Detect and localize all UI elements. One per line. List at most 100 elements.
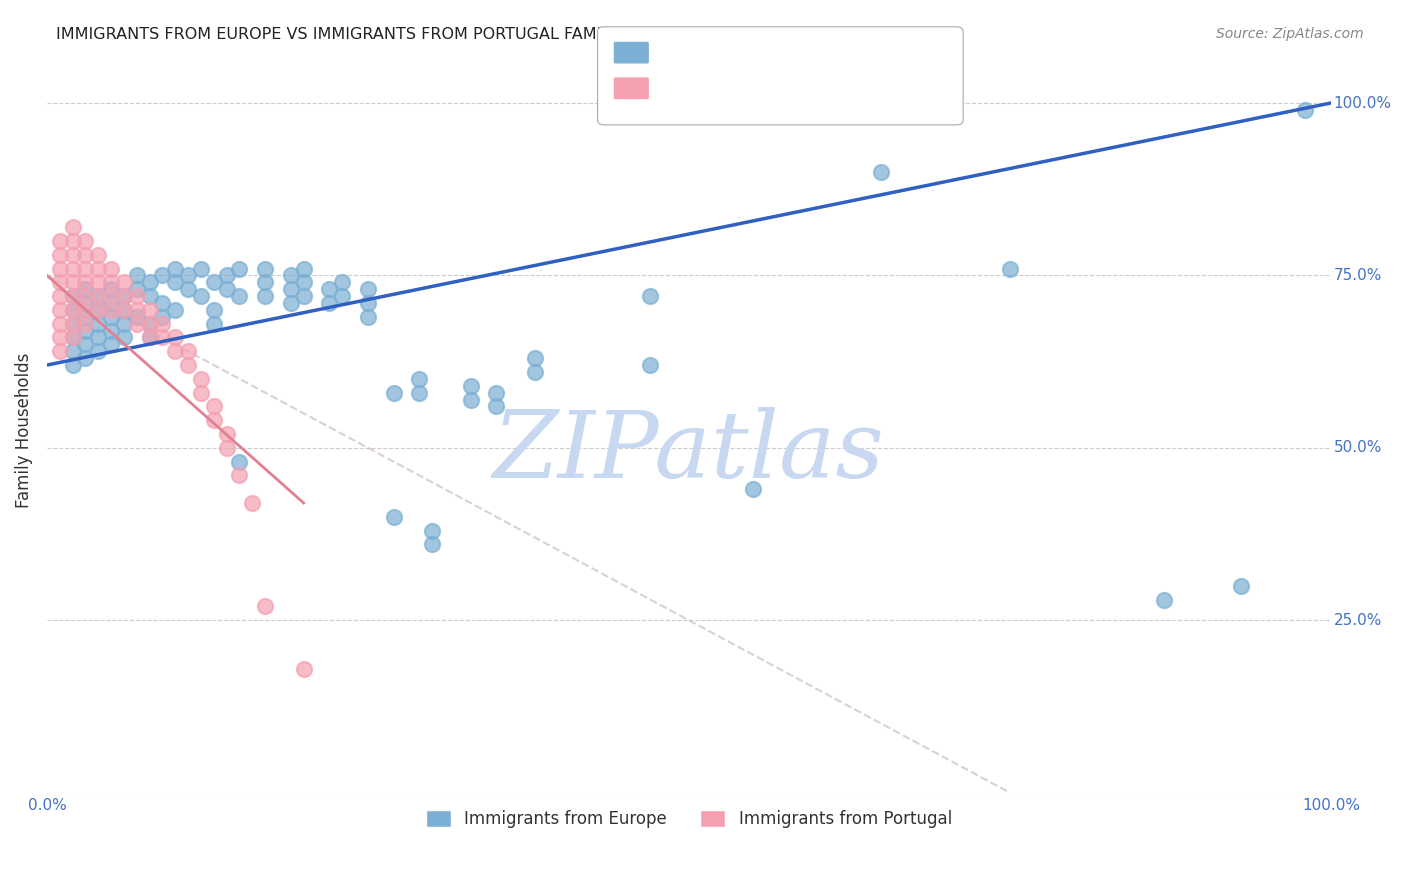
Point xyxy=(112,289,135,303)
Point xyxy=(742,482,765,496)
Point xyxy=(870,165,893,179)
Point xyxy=(408,385,430,400)
Point xyxy=(165,330,187,344)
Point xyxy=(460,392,482,407)
Point xyxy=(48,275,70,289)
Point xyxy=(408,372,430,386)
Point xyxy=(62,220,84,235)
Point xyxy=(100,296,122,310)
Point xyxy=(62,330,84,344)
Point xyxy=(87,302,110,317)
Point xyxy=(62,317,84,331)
Text: R =  0.436   N = 79: R = 0.436 N = 79 xyxy=(654,42,860,60)
Point xyxy=(112,275,135,289)
Point xyxy=(48,302,70,317)
Point xyxy=(87,302,110,317)
Point xyxy=(112,289,135,303)
Text: ZIPatlas: ZIPatlas xyxy=(494,408,884,498)
Text: Source: ZipAtlas.com: Source: ZipAtlas.com xyxy=(1216,27,1364,41)
Point xyxy=(420,524,443,538)
Point xyxy=(152,330,174,344)
Point xyxy=(177,358,200,372)
Point xyxy=(48,289,70,303)
Point xyxy=(100,289,122,303)
Point xyxy=(75,296,97,310)
Point xyxy=(254,599,277,614)
Point xyxy=(138,275,160,289)
Point xyxy=(228,455,250,469)
Point xyxy=(357,296,380,310)
Point xyxy=(165,344,187,359)
Point xyxy=(138,302,160,317)
Text: 75.0%: 75.0% xyxy=(1333,268,1382,283)
Point xyxy=(640,358,662,372)
Point xyxy=(138,317,160,331)
Point xyxy=(62,275,84,289)
Point xyxy=(357,282,380,296)
Point xyxy=(138,330,160,344)
Point xyxy=(75,248,97,262)
Point xyxy=(318,296,340,310)
Point xyxy=(138,289,160,303)
Point xyxy=(100,302,122,317)
Point xyxy=(420,537,443,551)
Point xyxy=(87,317,110,331)
Point xyxy=(215,268,238,283)
Point xyxy=(280,268,302,283)
Point xyxy=(87,289,110,303)
Point xyxy=(62,358,84,372)
Point xyxy=(125,302,148,317)
Point xyxy=(202,302,225,317)
Point xyxy=(228,289,250,303)
Point xyxy=(240,496,263,510)
Point xyxy=(177,268,200,283)
Point xyxy=(75,275,97,289)
Point xyxy=(75,234,97,248)
Point xyxy=(523,365,546,379)
Point xyxy=(75,261,97,276)
Point xyxy=(100,324,122,338)
Point xyxy=(48,330,70,344)
Point xyxy=(75,351,97,366)
Point xyxy=(1294,103,1316,117)
Point xyxy=(112,330,135,344)
Point xyxy=(382,385,405,400)
Point xyxy=(100,310,122,324)
Point xyxy=(100,337,122,351)
Point xyxy=(62,289,84,303)
Point xyxy=(1153,592,1175,607)
Point xyxy=(48,317,70,331)
Point xyxy=(292,661,315,675)
Point xyxy=(215,441,238,455)
Point xyxy=(190,261,212,276)
Point xyxy=(125,310,148,324)
Point xyxy=(202,317,225,331)
Text: 25.0%: 25.0% xyxy=(1333,613,1382,628)
Point xyxy=(640,289,662,303)
Point xyxy=(48,234,70,248)
Point xyxy=(202,275,225,289)
Point xyxy=(152,317,174,331)
Point xyxy=(112,317,135,331)
Point xyxy=(190,372,212,386)
Point xyxy=(62,302,84,317)
Point xyxy=(165,302,187,317)
Point xyxy=(62,289,84,303)
Point xyxy=(62,330,84,344)
Point xyxy=(100,282,122,296)
Point xyxy=(48,344,70,359)
Point xyxy=(382,509,405,524)
Point xyxy=(523,351,546,366)
Point xyxy=(62,234,84,248)
Point xyxy=(228,261,250,276)
Point xyxy=(87,344,110,359)
Point xyxy=(75,289,97,303)
Point xyxy=(330,289,353,303)
Point xyxy=(48,261,70,276)
Point xyxy=(152,310,174,324)
Point xyxy=(190,289,212,303)
Point xyxy=(152,268,174,283)
Point xyxy=(62,344,84,359)
Point xyxy=(292,275,315,289)
Point xyxy=(280,282,302,296)
